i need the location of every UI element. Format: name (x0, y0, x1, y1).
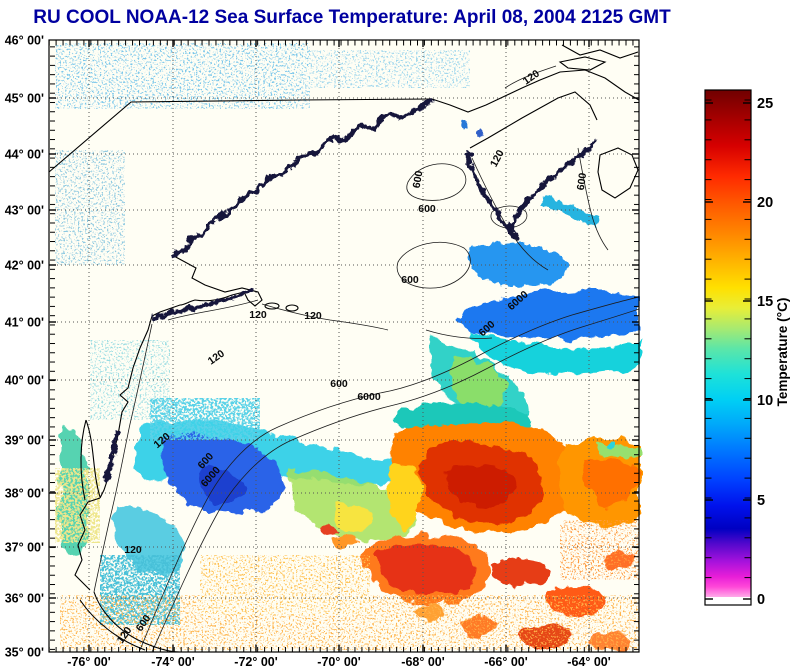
warm-speckles-bottom (60, 520, 639, 650)
lat-tick-label: 39° 00' (5, 434, 44, 448)
lat-tick-label: 36° 00' (5, 592, 44, 606)
lat-tick-label: 41° 00' (5, 316, 44, 330)
colorbar-tick-label: 0 (757, 592, 765, 608)
lat-tick-label: 44° 00' (5, 148, 44, 162)
colorbar-tick-labels: 25 20 15 10 5 0 (757, 96, 773, 608)
lat-tick-label: 38° 00' (5, 487, 44, 501)
figure-title: RU COOL NOAA-12 Sea Surface Temperature:… (33, 7, 671, 28)
colorbar-border (704, 89, 752, 606)
lon-tick-label: -70° 00' (317, 655, 360, 669)
contour-label: 600 (418, 203, 436, 215)
colorbar-major-ticks (705, 102, 751, 600)
lon-tick-label: -74° 00' (151, 655, 194, 669)
colorbar-tick-label: 5 (757, 493, 765, 509)
top-minor-ticks (49, 40, 639, 46)
lat-tick-label: 46° 00' (5, 34, 44, 48)
colorbar-minor-ticks-left (705, 90, 712, 597)
bathymetry-contours (93, 65, 640, 653)
nova-scotia-coast (509, 138, 599, 243)
colorbar-gradient (705, 90, 751, 597)
left-minor-ticks (50, 40, 55, 652)
contour-label: 600 (411, 170, 426, 189)
contour-label: 6000 (357, 391, 381, 403)
major-ticks (49, 40, 639, 652)
map-frame (48, 39, 640, 653)
lat-tick-label: 42° 00' (5, 259, 44, 273)
colorbar-axis-label: Temperature (°C) (775, 298, 790, 407)
contour-label: 600 (575, 172, 589, 191)
us-canada-border (48, 98, 433, 173)
warm-eddy-region (387, 403, 639, 533)
lat-tick-label: 35° 00' (5, 646, 44, 660)
maine-coast (171, 97, 434, 258)
colorbar-tick-label: 25 (757, 96, 773, 112)
colorbar-tick-label: 10 (757, 393, 773, 409)
lon-tick-label: -66° 00' (484, 655, 527, 669)
contour-label: 120 (304, 310, 322, 322)
contour-label: 600 (330, 378, 348, 390)
lon-axis-labels: -76° 00' -74° 00' -72° 00' -70° 00' -68°… (67, 655, 610, 669)
right-minor-ticks (634, 40, 639, 652)
coastline (48, 44, 640, 653)
lat-tick-label: 43° 00' (5, 204, 44, 218)
long-island-coast (151, 287, 253, 321)
colorbar-tick-label: 20 (757, 195, 773, 211)
contour-label: 120 (249, 309, 267, 321)
lat-tick-label: 37° 00' (5, 541, 44, 555)
colorbar-minor-ticks-right (744, 90, 751, 597)
contour-label: 120 (124, 544, 142, 556)
lat-tick-label: 40° 00' (5, 374, 44, 388)
lon-tick-label: -64° 00' (567, 655, 610, 669)
map-plot: 120 600 120 600 600 600 6000 600 600 600… (5, 34, 640, 669)
colorbar: 25 20 15 10 5 0 Temperature (°C) (704, 89, 790, 608)
lat-tick-label: 45° 00' (5, 92, 44, 106)
lon-tick-label: -68° 00' (401, 655, 444, 669)
delmarva-coast (103, 429, 121, 483)
sst-overlay (55, 43, 639, 651)
gulf-of-maine-cold-patches (461, 121, 600, 287)
lon-tick-label: -76° 00' (67, 655, 110, 669)
scotian-shelf-cold-band (428, 289, 639, 417)
lon-tick-label: -72° 00' (234, 655, 277, 669)
colorbar-zero-segment (705, 597, 751, 605)
colorbar-tick-label: 15 (757, 294, 773, 310)
bottom-minor-ticks (49, 647, 639, 652)
contour-label: 600 (401, 274, 419, 286)
lat-axis-labels: 46° 00' 45° 00' 44° 00' 43° 00' 42° 00' … (5, 34, 44, 660)
